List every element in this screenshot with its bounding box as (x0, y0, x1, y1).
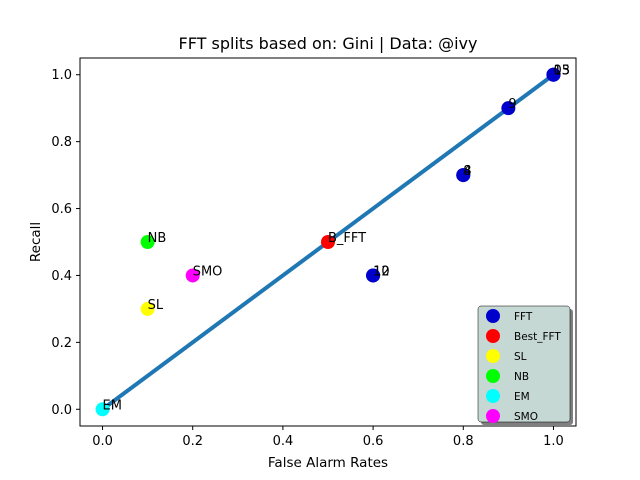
point-sl (140, 301, 155, 316)
point-label: 15 (553, 64, 570, 79)
legend-marker (486, 369, 500, 383)
legend-box (477, 305, 571, 423)
legend-entry: SL (514, 351, 527, 363)
point-label: 9 (508, 97, 516, 112)
y-tick-label: 0.4 (51, 269, 72, 284)
x-tick-label: 0.2 (182, 434, 203, 449)
point-smo (185, 268, 200, 283)
point-nb (140, 235, 155, 249)
legend-entry: SMO (514, 411, 538, 423)
point-best-fft (321, 235, 335, 249)
point-label: B_FFT (328, 231, 366, 246)
y-tick-label: 0.2 (51, 336, 72, 351)
legend-entry: EM (514, 391, 530, 403)
legend-entry: NB (514, 371, 529, 383)
legend-entry: Best_FFT (514, 331, 561, 343)
y-tick-label: 0.6 (51, 202, 72, 217)
x-axis-label: False Alarm Rates (268, 455, 388, 471)
point-label: 8 (463, 164, 471, 179)
y-axis-label: Recall (28, 222, 44, 262)
x-tick-label: 0.6 (363, 434, 384, 449)
point-em (95, 402, 110, 417)
point-label: 4 (463, 164, 471, 179)
legend-marker (486, 329, 500, 343)
x-tick-label: 0.0 (92, 434, 113, 449)
point-label: 12 (373, 264, 390, 279)
x-tick-label: 0.4 (273, 434, 294, 449)
ticks-layer: 0.0 0.2 0.4 0.6 0.8 1.0 0.0 0.2 0.4 0.6 0.8 1.0 (51, 68, 563, 449)
y-tick-label: 0.0 (51, 403, 72, 418)
point-fft (501, 101, 516, 116)
point-label: SL (148, 298, 164, 313)
legend-marker (486, 389, 500, 403)
point-label: SMO (193, 264, 223, 279)
legend-marker (486, 309, 500, 323)
legend-entry: FFT (514, 311, 533, 323)
point-label: 0 (553, 64, 561, 79)
point-label: 10 (373, 264, 390, 279)
x-tick-label: 0.8 (453, 434, 474, 449)
points-layer (95, 67, 561, 417)
point-fft (456, 168, 471, 183)
point-label: NB (148, 231, 167, 246)
x-tick-label: 1.0 (543, 434, 564, 449)
point-label: EM (103, 398, 122, 413)
point-fft (546, 67, 561, 82)
point-label: 13 (553, 64, 570, 79)
legend-marker (486, 409, 500, 423)
point-fft (366, 268, 381, 283)
plot-frame (79, 57, 577, 427)
legend-marker (486, 349, 500, 363)
y-tick-label: 1.0 (51, 68, 72, 83)
y-tick-label: 0.8 (51, 135, 72, 150)
chart-title: FFT splits based on: Gini | Data: @ivy (179, 34, 478, 53)
legend: FFT Best_FFT SL NB EM SMO (477, 305, 573, 425)
